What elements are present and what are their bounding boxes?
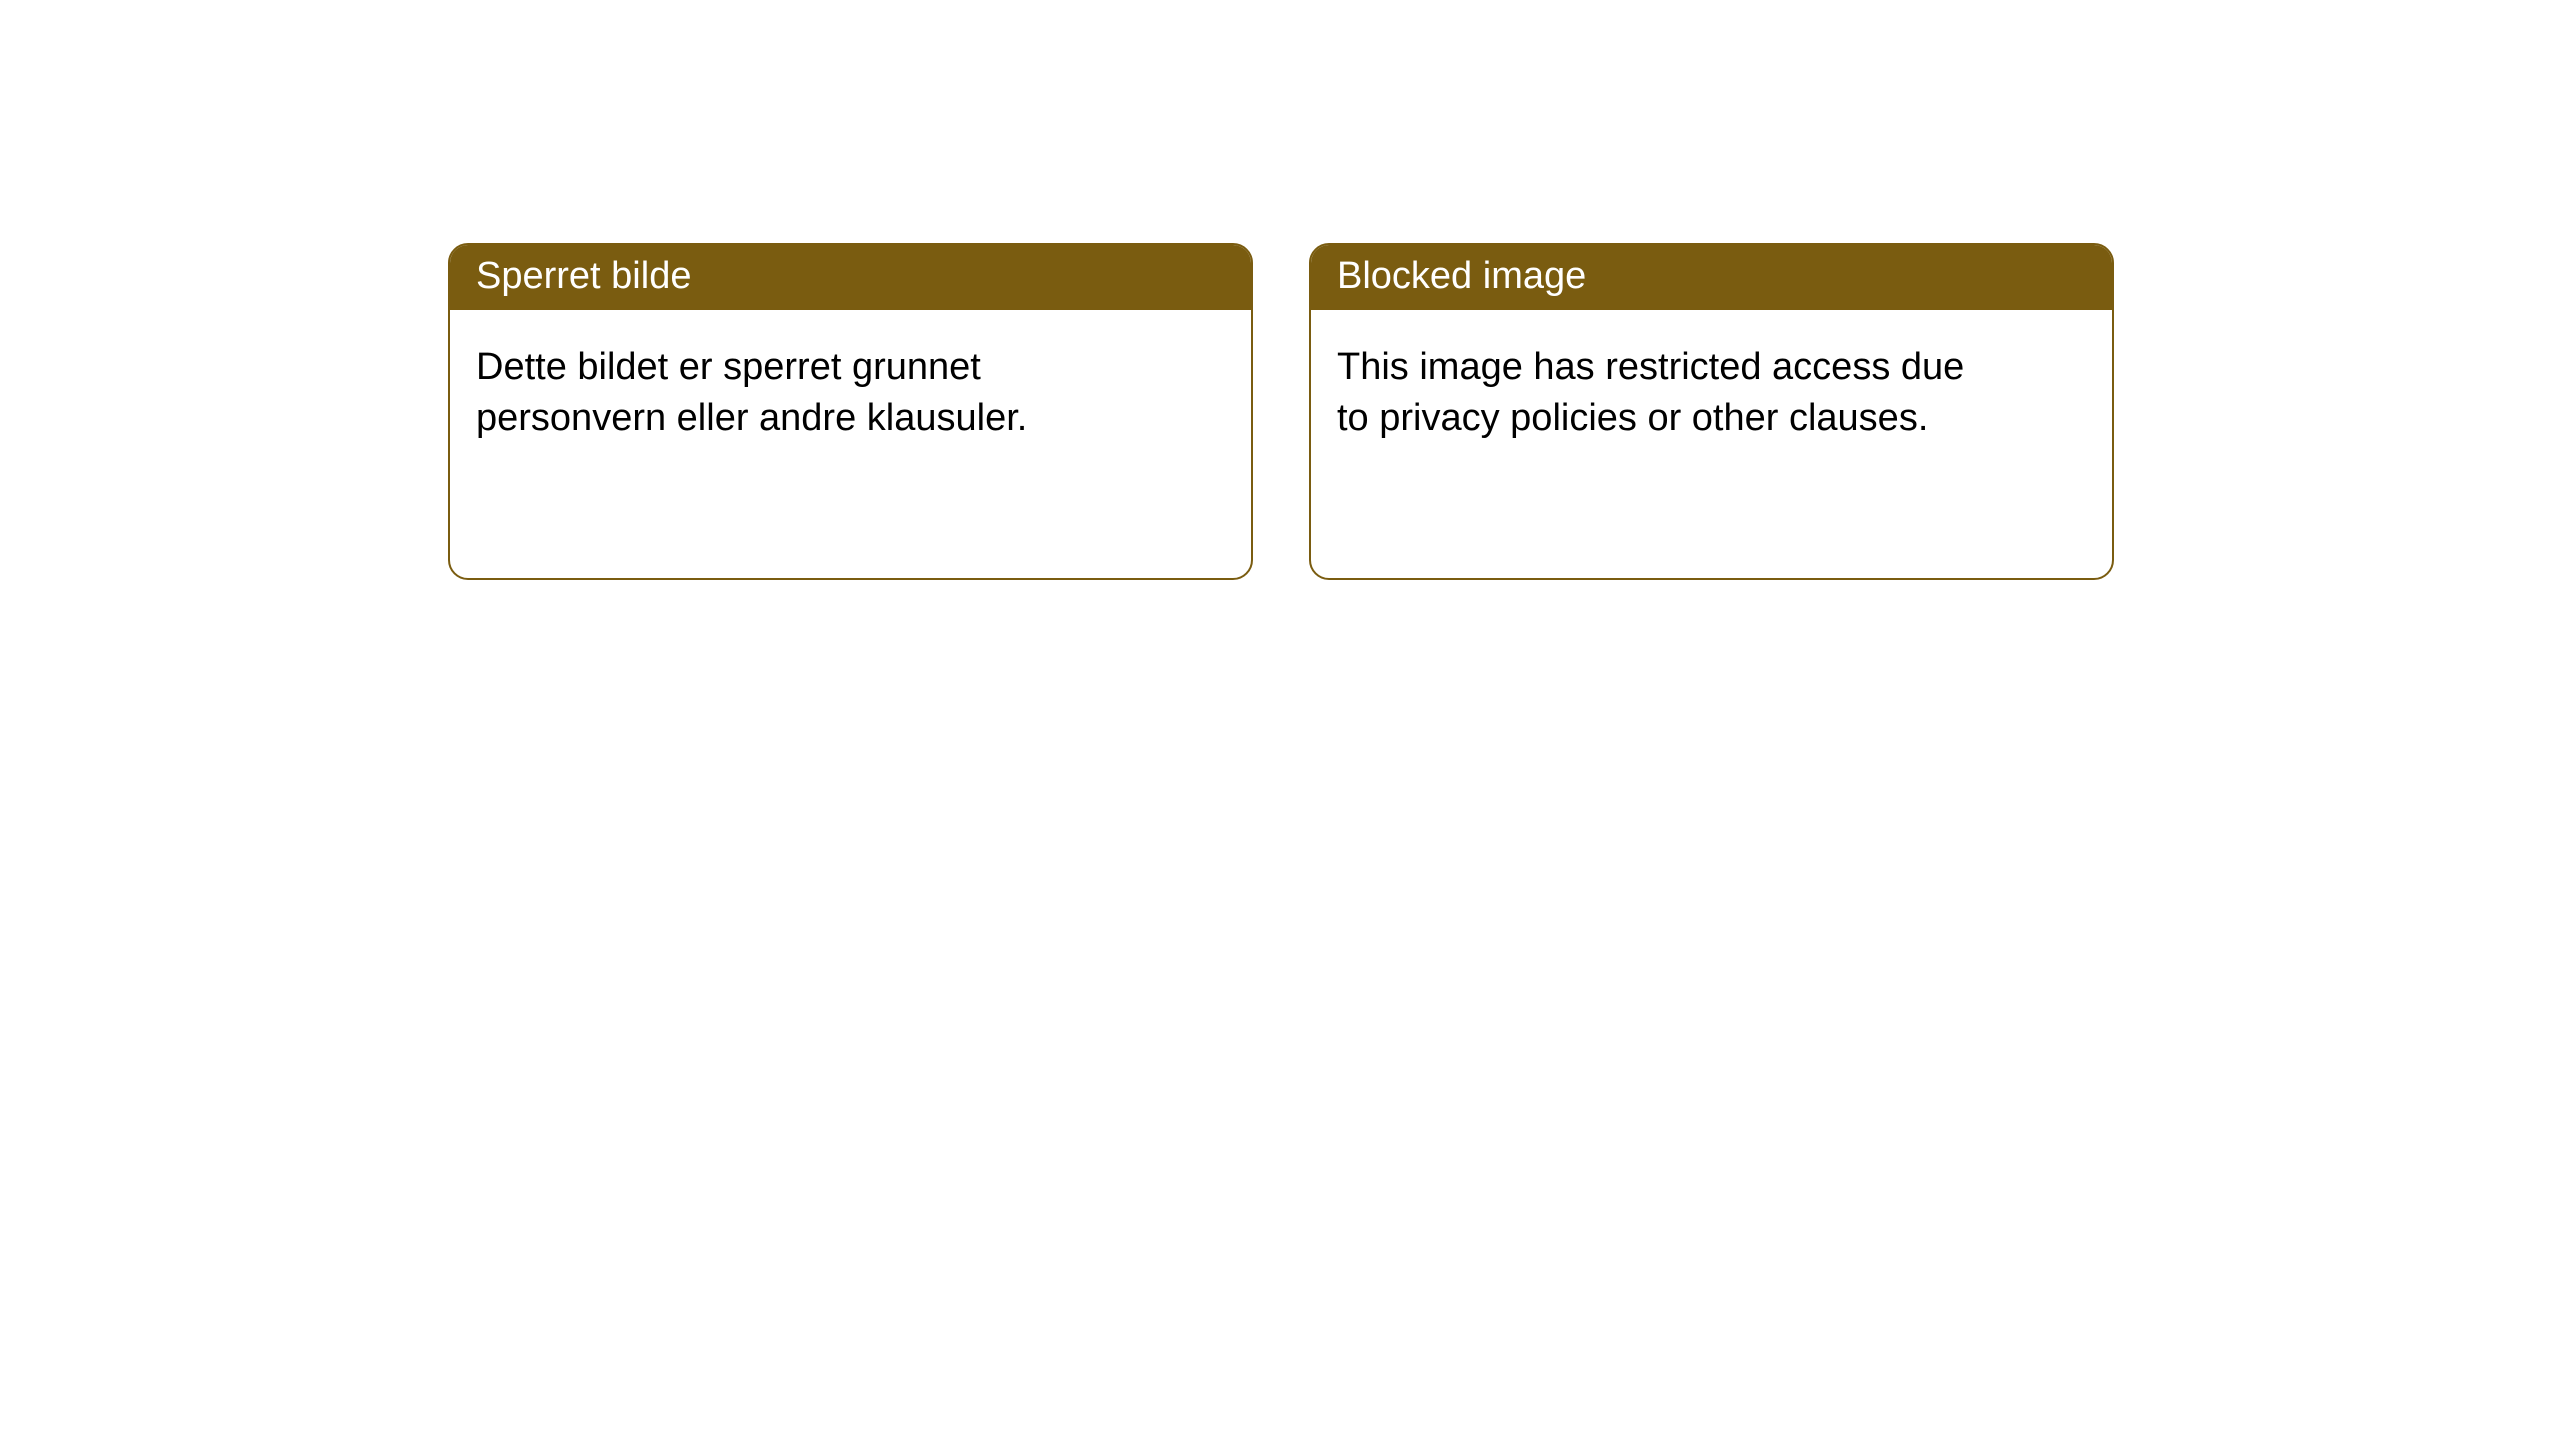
notice-title-norwegian: Sperret bilde	[450, 245, 1251, 310]
notice-card-norwegian: Sperret bilde Dette bildet er sperret gr…	[448, 243, 1253, 580]
notice-title-english: Blocked image	[1311, 245, 2112, 310]
notice-body-norwegian: Dette bildet er sperret grunnet personve…	[450, 310, 1130, 477]
notice-container: Sperret bilde Dette bildet er sperret gr…	[0, 0, 2560, 580]
notice-body-english: This image has restricted access due to …	[1311, 310, 1991, 477]
notice-card-english: Blocked image This image has restricted …	[1309, 243, 2114, 580]
